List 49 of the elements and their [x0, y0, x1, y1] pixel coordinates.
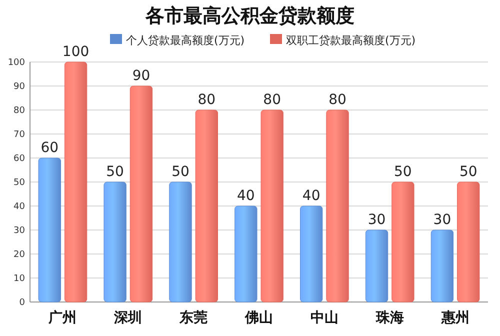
- data-label: 80: [263, 92, 281, 108]
- x-tick-label: 中山: [310, 310, 338, 326]
- bar: [195, 110, 218, 302]
- bar: [104, 182, 126, 302]
- chart-title: 各市最高公积金贷款额度: [144, 5, 354, 27]
- data-label: 50: [459, 164, 478, 180]
- data-label: 40: [237, 188, 255, 204]
- bar: [430, 230, 454, 302]
- data-label: 80: [328, 92, 346, 108]
- data-label: 40: [302, 188, 320, 204]
- bar: [326, 110, 349, 302]
- data-label: 60: [40, 140, 59, 156]
- bar: [365, 230, 388, 302]
- bar: [130, 86, 153, 302]
- y-tick-label: 100: [8, 58, 26, 68]
- y-tick-label: 40: [14, 202, 26, 212]
- data-label: 30: [433, 212, 452, 228]
- x-tick-label: 深圳: [113, 310, 142, 326]
- data-label: 90: [132, 68, 150, 84]
- x-tick-label: 广州: [48, 309, 77, 326]
- bar: [169, 182, 192, 302]
- y-tick-label: 10: [14, 274, 26, 284]
- data-label: 80: [198, 92, 216, 108]
- bar: [260, 110, 284, 302]
- x-tick-label: 惠州: [440, 310, 470, 326]
- x-tick-label: 佛山: [244, 310, 273, 326]
- data-label: 100: [62, 44, 90, 60]
- bar: [300, 206, 323, 302]
- bar: [392, 182, 414, 302]
- y-tick-label: 0: [19, 298, 26, 308]
- y-tick-label: 80: [14, 106, 26, 116]
- legend-label: 双职工贷款最高额度(万元): [286, 34, 416, 47]
- data-label: 50: [172, 164, 190, 180]
- x-tick-label: 珠海: [374, 310, 404, 326]
- data-label: 50: [106, 164, 124, 180]
- y-tick-label: 60: [14, 154, 26, 164]
- y-tick-label: 50: [14, 178, 26, 188]
- bar: [234, 206, 258, 302]
- y-tick-label: 70: [14, 130, 26, 140]
- bar: [457, 182, 480, 302]
- data-label: 30: [368, 212, 386, 228]
- y-tick-label: 30: [14, 226, 26, 236]
- bar: [64, 62, 88, 302]
- legend-label: 个人贷款最高额度(万元): [126, 34, 245, 47]
- x-tick-label: 东莞: [178, 309, 208, 326]
- data-label: 50: [394, 164, 412, 180]
- y-tick-label: 20: [14, 250, 26, 260]
- bar: [38, 158, 61, 302]
- y-tick-label: 90: [14, 82, 26, 92]
